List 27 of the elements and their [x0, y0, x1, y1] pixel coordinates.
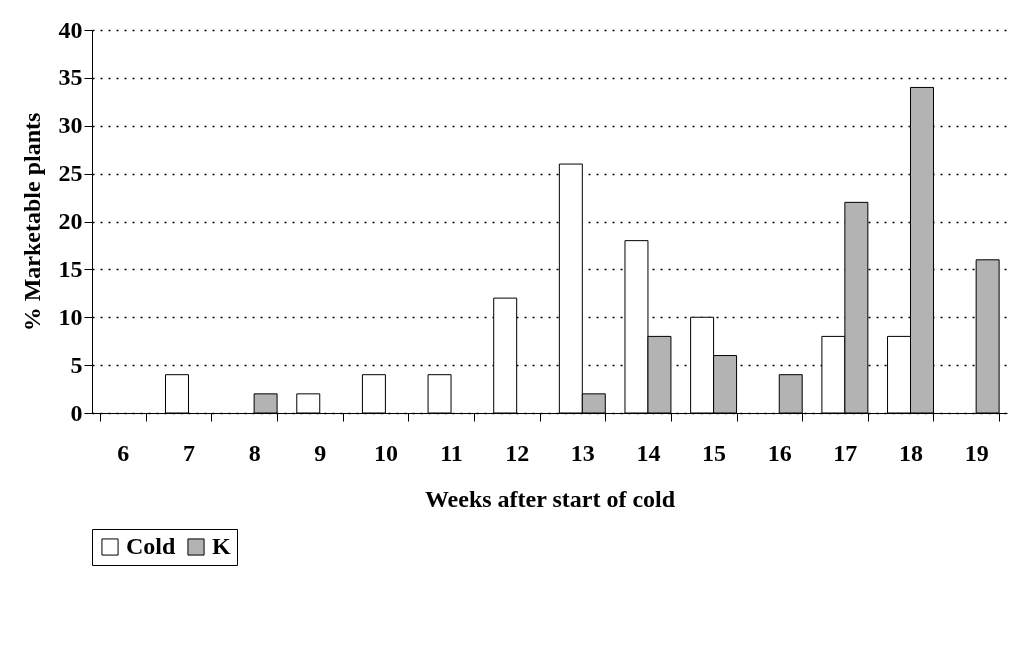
x-tick-label: 12 [505, 439, 530, 466]
y-tick-label: 0 [70, 399, 83, 426]
x-axis-title: Weeks after start of cold [424, 485, 676, 512]
x-tick-label: 16 [767, 439, 792, 466]
y-tick-label: 20 [58, 208, 83, 234]
x-tick-label: 6 [117, 439, 130, 466]
x-tick-label: 8 [248, 439, 261, 466]
x-tick-label: 10 [373, 439, 398, 466]
x-tick-label: 19 [964, 439, 989, 466]
y-axis-title: % Marketable plants [18, 112, 45, 332]
y-tick-label: 5 [70, 351, 83, 378]
x-tick-label: 15 [702, 439, 727, 466]
y-tick-label: 10 [58, 303, 83, 330]
x-tick-label: 11 [440, 439, 463, 466]
x-tick-label: 13 [570, 439, 595, 466]
x-tick-label: 18 [899, 439, 924, 466]
legend-label: Cold [126, 533, 176, 559]
legend-label: K [212, 533, 231, 559]
x-tick-label: 17 [833, 439, 858, 466]
y-tick-label: 35 [58, 64, 83, 91]
x-tick-label: 14 [636, 439, 661, 466]
x-tick-label: 9 [314, 439, 327, 466]
y-tick-label: 40 [58, 16, 83, 43]
y-tick-label: 25 [58, 160, 83, 187]
y-tick-label: 15 [58, 255, 83, 282]
x-tick-label: 7 [182, 439, 195, 466]
y-tick-label: 30 [58, 112, 83, 139]
